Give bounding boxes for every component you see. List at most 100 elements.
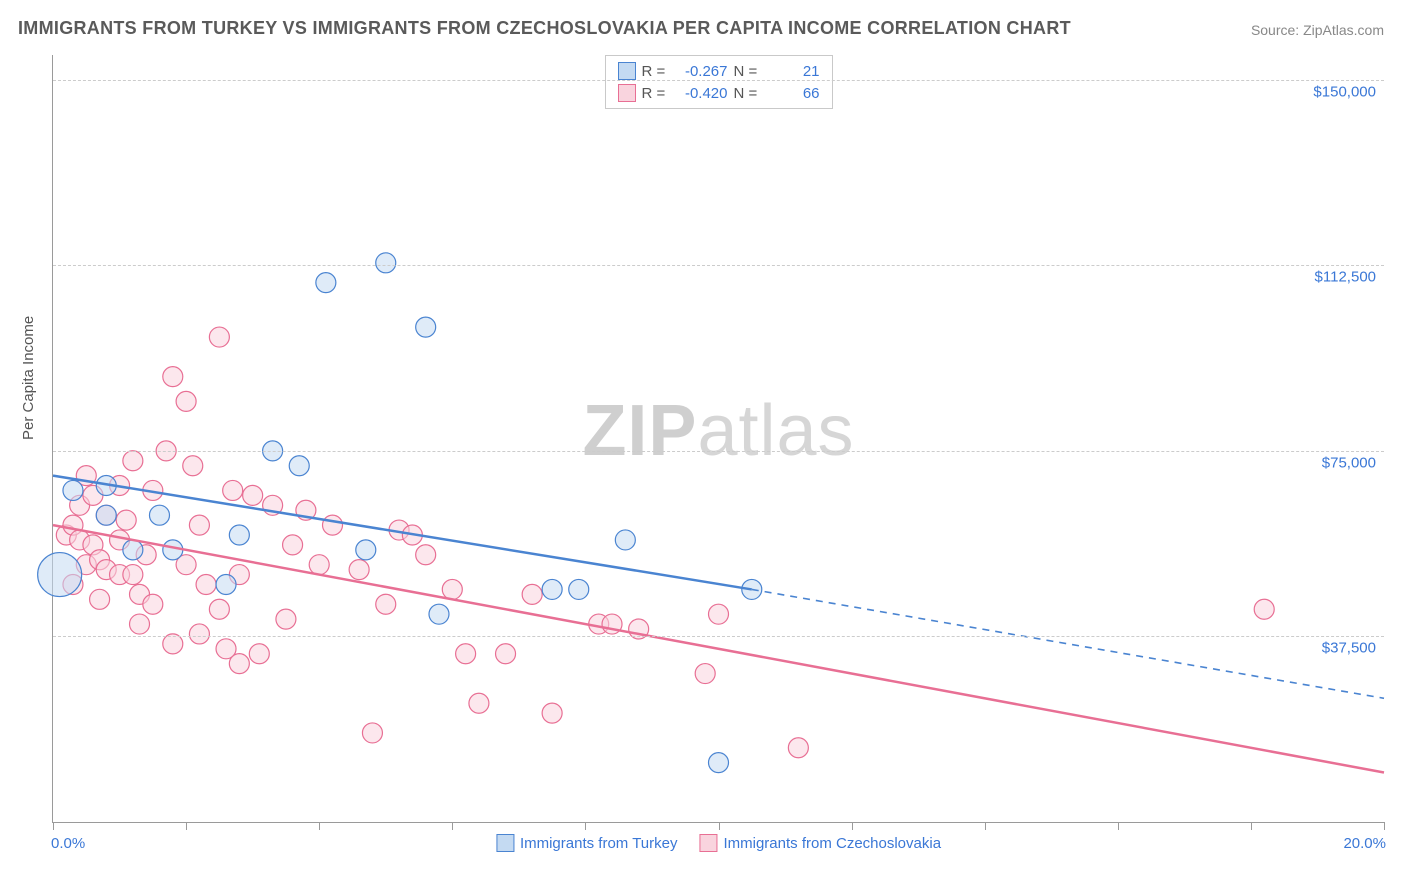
- x-tick: [1251, 822, 1252, 830]
- scatter-point: [38, 553, 82, 597]
- grid-line: [53, 265, 1384, 266]
- x-tick: [452, 822, 453, 830]
- scatter-point: [209, 327, 229, 347]
- scatter-point: [90, 589, 110, 609]
- scatter-point: [189, 624, 209, 644]
- regression-line: [53, 476, 752, 590]
- scatter-point: [276, 609, 296, 629]
- stat-r-turkey: -0.267: [672, 63, 728, 80]
- scatter-point: [123, 540, 143, 560]
- stat-n-czech: 66: [764, 85, 820, 102]
- scatter-point: [243, 485, 263, 505]
- scatter-point: [223, 480, 243, 500]
- scatter-point: [615, 530, 635, 550]
- y-tick-label: $37,500: [1322, 640, 1376, 657]
- chart-svg: [53, 55, 1384, 822]
- x-max-label: 20.0%: [1343, 835, 1386, 852]
- scatter-point: [442, 579, 462, 599]
- chart-title: IMMIGRANTS FROM TURKEY VS IMMIGRANTS FRO…: [18, 18, 1071, 39]
- scatter-point: [542, 579, 562, 599]
- legend-label-turkey: Immigrants from Turkey: [520, 835, 678, 852]
- stat-n-label: N =: [734, 63, 758, 80]
- scatter-point: [349, 560, 369, 580]
- swatch-blue-icon: [618, 62, 636, 80]
- x-tick: [585, 822, 586, 830]
- regression-line-dashed: [752, 589, 1384, 698]
- stat-n-turkey: 21: [764, 63, 820, 80]
- grid-line: [53, 80, 1384, 81]
- x-tick: [1384, 822, 1385, 830]
- x-tick: [1118, 822, 1119, 830]
- scatter-point: [709, 604, 729, 624]
- scatter-point: [289, 456, 309, 476]
- stat-r-label: R =: [642, 63, 666, 80]
- y-tick-label: $112,500: [1315, 269, 1376, 286]
- scatter-point: [709, 753, 729, 773]
- x-min-label: 0.0%: [51, 835, 85, 852]
- scatter-point: [316, 273, 336, 293]
- scatter-point: [376, 253, 396, 273]
- legend-item-czech: Immigrants from Czechoslovakia: [699, 834, 941, 852]
- scatter-point: [569, 579, 589, 599]
- scatter-point: [283, 535, 303, 555]
- scatter-point: [496, 644, 516, 664]
- legend-item-turkey: Immigrants from Turkey: [496, 834, 678, 852]
- y-tick-label: $75,000: [1322, 454, 1376, 471]
- scatter-point: [416, 545, 436, 565]
- scatter-point: [788, 738, 808, 758]
- legend-label-czech: Immigrants from Czechoslovakia: [723, 835, 941, 852]
- scatter-point: [123, 565, 143, 585]
- scatter-point: [189, 515, 209, 535]
- scatter-point: [143, 594, 163, 614]
- scatter-point: [362, 723, 382, 743]
- scatter-point: [416, 317, 436, 337]
- scatter-point: [323, 515, 343, 535]
- scatter-point: [183, 456, 203, 476]
- scatter-point: [123, 451, 143, 471]
- stat-n-label: N =: [734, 85, 758, 102]
- swatch-blue-icon: [496, 834, 514, 852]
- bottom-legend: Immigrants from Turkey Immigrants from C…: [496, 834, 941, 852]
- grid-line: [53, 636, 1384, 637]
- scatter-point: [542, 703, 562, 723]
- stat-r-label: R =: [642, 85, 666, 102]
- scatter-point: [456, 644, 476, 664]
- x-tick: [985, 822, 986, 830]
- scatter-point: [356, 540, 376, 560]
- x-tick: [719, 822, 720, 830]
- x-tick: [319, 822, 320, 830]
- scatter-point: [469, 693, 489, 713]
- scatter-point: [96, 505, 116, 525]
- swatch-pink-icon: [618, 84, 636, 102]
- scatter-point: [149, 505, 169, 525]
- scatter-point: [116, 510, 136, 530]
- scatter-point: [196, 574, 216, 594]
- scatter-point: [376, 594, 396, 614]
- stat-r-czech: -0.420: [672, 85, 728, 102]
- swatch-pink-icon: [699, 834, 717, 852]
- scatter-point: [429, 604, 449, 624]
- stats-row-czech: R = -0.420 N = 66: [618, 82, 820, 104]
- y-axis-label: Per Capita Income: [20, 316, 37, 440]
- scatter-point: [309, 555, 329, 575]
- y-tick-label: $150,000: [1313, 83, 1376, 100]
- x-tick: [186, 822, 187, 830]
- grid-line: [53, 451, 1384, 452]
- scatter-point: [229, 525, 249, 545]
- scatter-point: [63, 480, 83, 500]
- scatter-point: [522, 584, 542, 604]
- x-tick: [53, 822, 54, 830]
- scatter-point: [229, 654, 249, 674]
- scatter-point: [130, 614, 150, 634]
- source-label: Source: ZipAtlas.com: [1251, 22, 1384, 38]
- scatter-point: [216, 574, 236, 594]
- x-tick: [852, 822, 853, 830]
- scatter-point: [695, 664, 715, 684]
- stats-legend-box: R = -0.267 N = 21 R = -0.420 N = 66: [605, 55, 833, 109]
- scatter-point: [176, 391, 196, 411]
- stats-row-turkey: R = -0.267 N = 21: [618, 60, 820, 82]
- scatter-point: [1254, 599, 1274, 619]
- scatter-point: [209, 599, 229, 619]
- plot-area: ZIPatlas R = -0.267 N = 21 R = -0.420 N …: [52, 55, 1384, 823]
- scatter-point: [249, 644, 269, 664]
